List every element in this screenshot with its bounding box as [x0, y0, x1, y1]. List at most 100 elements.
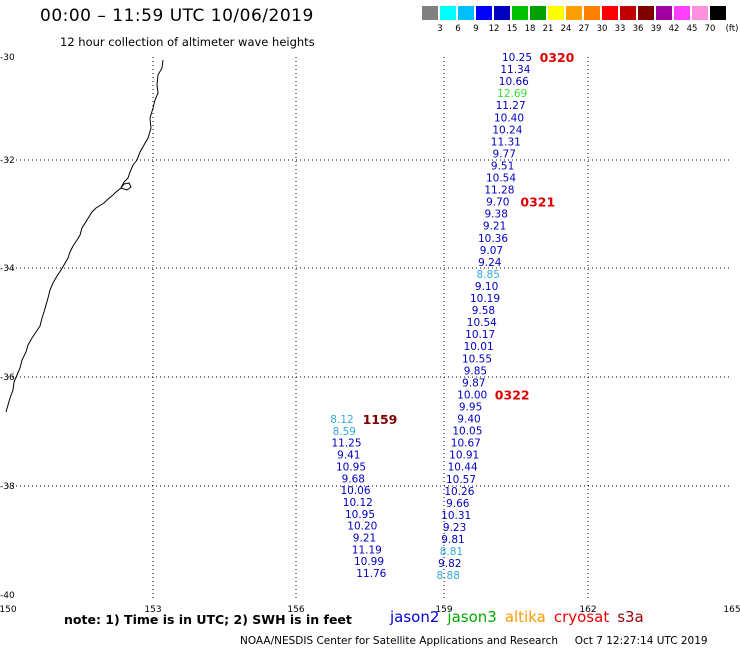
wave-height-value: 9.85 [464, 365, 487, 377]
time-label: 0322 [495, 387, 530, 402]
legend-label: 21 [542, 24, 554, 34]
wave-height-value: 10.17 [465, 329, 495, 341]
wave-height-value: 10.54 [467, 317, 497, 329]
legend-swatch [710, 6, 726, 20]
y-axis-label: -38 [0, 482, 15, 492]
wave-height-value: 9.58 [472, 305, 495, 317]
wave-height-value: 10.99 [354, 556, 384, 568]
footer-note: note: 1) Time is in UTC; 2) SWH is in fe… [64, 612, 352, 627]
wave-height-value: 10.57 [446, 474, 476, 486]
coastline [5, 59, 164, 413]
y-axis-label: -34 [0, 264, 15, 274]
legend-label: 6 [455, 24, 461, 34]
altimeter-tracks: 10.2511.3410.6612.6911.2710.4010.2411.31… [330, 50, 574, 582]
legend-swatch [512, 6, 528, 20]
wave-height-value: 8.59 [333, 426, 356, 438]
wave-height-value: 11.28 [484, 185, 514, 197]
wave-height-value: 9.81 [441, 534, 464, 546]
legend-label: 27 [578, 24, 590, 34]
legend-label: 33 [614, 24, 626, 34]
satellite-legend: jason2 jason3 altika cryosat s3a [390, 608, 652, 626]
legend-label: 12 [488, 24, 500, 34]
wave-height-value: 10.05 [452, 426, 482, 438]
wave-height-value: 8.12 [330, 414, 353, 426]
wave-height-value: 10.95 [336, 461, 366, 473]
wave-height-value: 10.44 [448, 462, 478, 474]
time-label: 0321 [520, 195, 555, 210]
wave-height-value: 10.66 [499, 76, 529, 88]
y-axis-label: -32 [0, 156, 15, 166]
wave-height-value: 10.40 [494, 112, 524, 124]
wave-height-value: 8.81 [440, 546, 463, 558]
wave-height-value: 10.01 [464, 341, 494, 353]
legend-swatch [674, 6, 690, 20]
satellite-label: altika [504, 608, 546, 626]
wave-height-value: 9.21 [353, 533, 376, 545]
wave-height-value: 10.31 [441, 510, 471, 522]
wave-height-value: 11.27 [496, 100, 526, 112]
legend-swatch [530, 6, 546, 20]
wave-height-value: 9.82 [438, 558, 461, 570]
wave-height-value: 10.24 [492, 124, 522, 136]
wave-height-value: 10.95 [345, 509, 375, 521]
legend-label: 3 [437, 24, 443, 34]
axis-labels: -30 -32 -34 -36 -38 -40 150 153 156 159 162 165 [0, 53, 740, 615]
legend-swatch [422, 6, 438, 20]
legend-swatch [548, 6, 564, 20]
wave-height-value: 10.54 [486, 173, 516, 185]
wave-height-value: 9.68 [342, 473, 365, 485]
x-axis-label: 156 [287, 605, 304, 615]
color-legend: 3 6 9 12 15 18 21 24 27 30 33 36 39 42 45 70 (ft) [422, 6, 738, 36]
wave-height-value: 10.91 [449, 450, 479, 462]
wave-height-value: 9.41 [337, 450, 360, 462]
y-axis-label: -36 [0, 373, 15, 383]
legend-label: 15 [506, 24, 518, 34]
wave-height-value: 11.31 [491, 136, 521, 148]
coastline-inlet [120, 182, 132, 191]
legend-swatch [566, 6, 582, 20]
wave-height-value: 10.06 [340, 485, 370, 497]
wave-height-value: 8.85 [477, 269, 500, 281]
wave-height-value: 10.67 [451, 438, 481, 450]
y-axis-label: -30 [0, 53, 15, 63]
x-axis-label: 159 [435, 605, 452, 615]
legend-label: 42 [668, 24, 680, 34]
satellite-label: cryosat [553, 608, 610, 626]
legend-unit: (ft) [725, 24, 739, 34]
legend-label: 39 [650, 24, 662, 34]
wave-height-value: 10.20 [347, 521, 377, 533]
page-subtitle: 12 hour collection of altimeter wave hei… [60, 35, 315, 49]
legend-swatch [602, 6, 618, 20]
map-grid [8, 57, 732, 600]
wave-height-value: 9.70 [486, 197, 509, 209]
legend-swatch [638, 6, 654, 20]
wave-height-value: 10.36 [478, 233, 508, 245]
x-axis-label: 153 [144, 605, 161, 615]
wave-height-value: 9.95 [459, 402, 482, 414]
legend-swatch [692, 6, 708, 20]
generated-timestamp: Oct 7 12:27:14 UTC 2019 [574, 635, 708, 647]
time-label: 1159 [363, 412, 398, 427]
wave-height-value: 9.23 [443, 522, 466, 534]
legend-swatch [476, 6, 492, 20]
wave-height-value: 9.21 [483, 221, 506, 233]
wave-height-value: 10.00 [457, 389, 487, 401]
legend-label: 70 [704, 24, 716, 34]
legend-swatch [440, 6, 456, 20]
legend-label: 9 [473, 24, 479, 34]
wave-height-value: 9.10 [475, 281, 498, 293]
wave-height-value: 9.77 [493, 148, 516, 160]
x-axis-label: 162 [579, 605, 596, 615]
page-title: 00:00 – 11:59 UTC 10/06/2019 [40, 6, 314, 26]
wave-height-value: 11.76 [356, 568, 386, 580]
time-label: 0320 [540, 50, 575, 65]
legend-swatch [458, 6, 474, 20]
wave-height-value: 10.19 [470, 293, 500, 305]
satellite-label: jason3 [447, 608, 497, 626]
legend-label: 24 [560, 24, 572, 34]
satellite-label: s3a [617, 608, 644, 626]
wave-height-value: 9.87 [462, 377, 485, 389]
credit-text: NOAA/NESDIS Center for Satellite Applica… [240, 635, 558, 647]
legend-swatch [620, 6, 636, 20]
